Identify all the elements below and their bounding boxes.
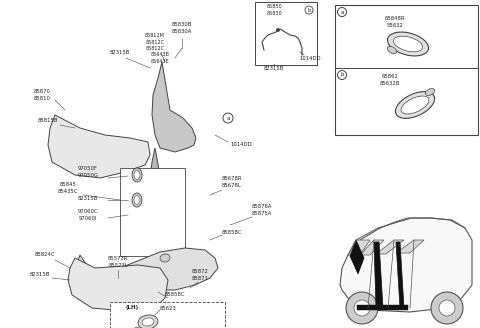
Polygon shape: [340, 218, 472, 312]
Text: b: b: [307, 8, 311, 12]
Ellipse shape: [134, 195, 140, 204]
Circle shape: [223, 113, 233, 123]
Text: 85872
85871: 85872 85871: [192, 269, 208, 280]
Polygon shape: [68, 258, 168, 312]
Circle shape: [431, 292, 463, 324]
Text: 85845
85435C: 85845 85435C: [58, 182, 78, 194]
Ellipse shape: [160, 254, 170, 262]
Polygon shape: [350, 240, 364, 274]
Text: a: a: [226, 115, 230, 120]
Polygon shape: [376, 240, 404, 254]
Text: 97050F
97050G: 97050F 97050G: [78, 166, 98, 177]
Circle shape: [337, 8, 347, 16]
Polygon shape: [360, 240, 384, 255]
Text: 85858C: 85858C: [165, 293, 185, 297]
Ellipse shape: [387, 46, 396, 53]
Bar: [120, 168, 185, 256]
Text: 82315B: 82315B: [78, 195, 98, 200]
Text: 97060C
97060I: 97060C 97060I: [78, 209, 98, 221]
Text: 65848R
55632: 65848R 55632: [385, 16, 405, 28]
Bar: [110, 302, 225, 328]
Circle shape: [439, 300, 455, 316]
Text: a: a: [340, 10, 344, 14]
Ellipse shape: [396, 92, 434, 118]
Text: b: b: [340, 72, 344, 77]
Text: 85870
85810: 85870 85810: [34, 90, 50, 101]
Circle shape: [354, 300, 370, 316]
Ellipse shape: [142, 318, 154, 326]
Text: 85623: 85623: [160, 305, 176, 311]
Circle shape: [276, 29, 279, 31]
Polygon shape: [357, 305, 408, 310]
Polygon shape: [128, 175, 172, 255]
Ellipse shape: [401, 96, 429, 114]
Ellipse shape: [425, 89, 435, 95]
Text: 82315B: 82315B: [30, 273, 50, 277]
Polygon shape: [348, 240, 370, 255]
Circle shape: [346, 292, 378, 324]
Polygon shape: [396, 240, 424, 253]
Ellipse shape: [138, 315, 158, 328]
Text: 85850
85830: 85850 85830: [266, 4, 282, 16]
Circle shape: [305, 6, 313, 14]
Ellipse shape: [387, 32, 429, 56]
Circle shape: [337, 71, 347, 79]
Polygon shape: [396, 242, 404, 308]
Bar: [335, 5, 478, 135]
Text: 85815B: 85815B: [38, 117, 59, 122]
Bar: [255, 2, 317, 65]
Text: 65862
85632B: 65862 85632B: [380, 74, 400, 86]
Polygon shape: [374, 242, 383, 308]
Polygon shape: [150, 148, 178, 218]
Polygon shape: [146, 198, 162, 268]
Ellipse shape: [134, 171, 140, 179]
Text: (LH): (LH): [125, 305, 138, 311]
Text: 82315B: 82315B: [264, 66, 284, 71]
Text: 85573R
85573L: 85573R 85573L: [108, 256, 128, 268]
Polygon shape: [152, 62, 196, 152]
Ellipse shape: [134, 327, 142, 328]
Polygon shape: [75, 248, 218, 290]
Text: 1014DD: 1014DD: [299, 55, 321, 60]
Text: 85858C: 85858C: [222, 230, 242, 235]
Text: 85643B
85643E: 85643B 85643E: [151, 52, 169, 64]
Text: 1014DD: 1014DD: [230, 142, 252, 148]
Text: 85824C: 85824C: [35, 253, 55, 257]
Text: 85830B
85830A: 85830B 85830A: [172, 22, 192, 33]
Text: 82315B: 82315B: [110, 50, 130, 54]
Polygon shape: [48, 115, 150, 178]
Text: 85812M
85812C
85812C: 85812M 85812C 85812C: [145, 33, 165, 51]
Ellipse shape: [132, 193, 142, 207]
Text: 85876A
85875A: 85876A 85875A: [252, 204, 273, 215]
Ellipse shape: [394, 36, 422, 52]
Ellipse shape: [132, 168, 142, 182]
Text: 85678R
85678L: 85678R 85678L: [222, 176, 242, 188]
